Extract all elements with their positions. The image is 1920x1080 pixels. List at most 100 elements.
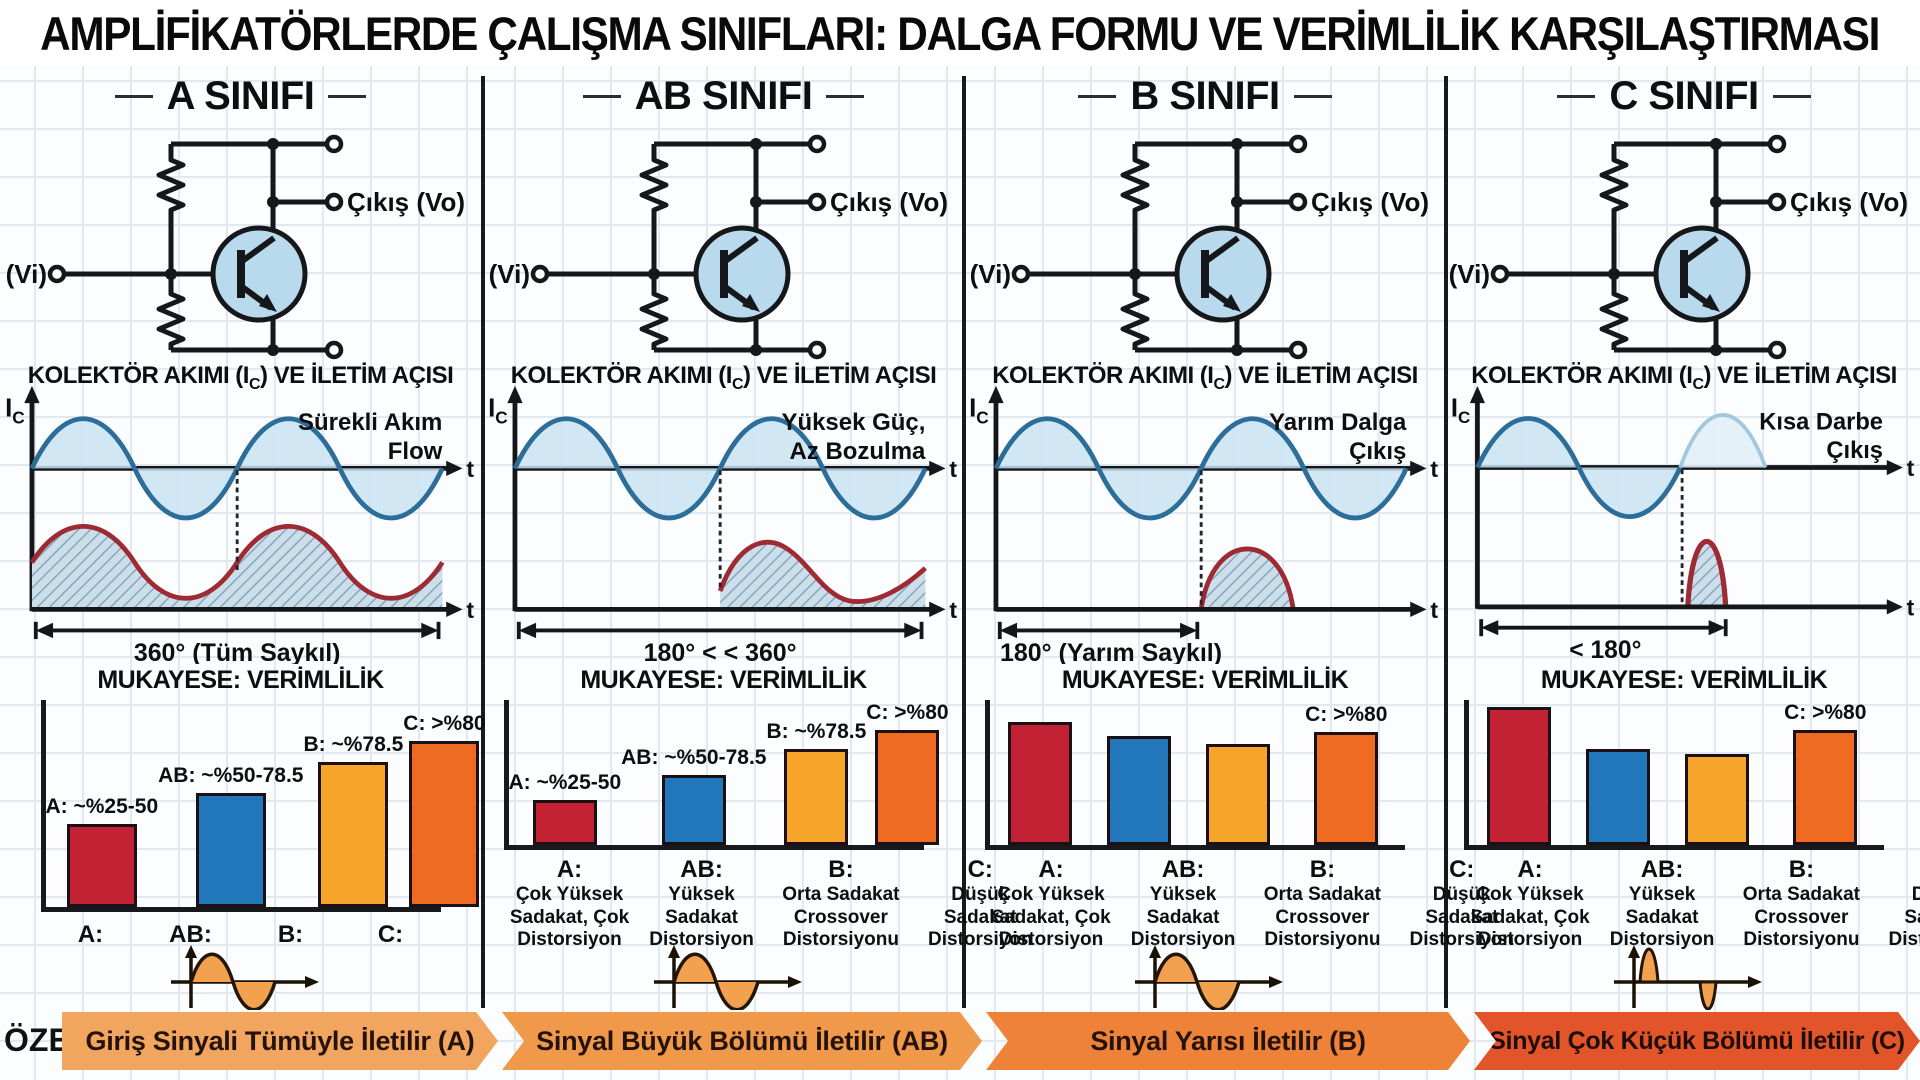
resistor bbox=[639, 274, 668, 350]
summary-arrow-class-a: Giriş Sinyali Tümüyle İletilir (A) bbox=[62, 1012, 498, 1070]
bar-class-b bbox=[1684, 700, 1749, 845]
bar-class-b bbox=[1205, 700, 1270, 845]
input-sine-faded-peak bbox=[1678, 413, 1768, 469]
output-label: Çıkış (Vo) bbox=[830, 187, 948, 217]
collector-current-fill bbox=[719, 542, 925, 610]
bar-class-ab bbox=[1106, 700, 1171, 845]
wave-annotation: Sürekli Akım bbox=[298, 409, 442, 436]
amplifier-circuit-diagram: Giriş (Vi) Çıkış (Vo) bbox=[1, 134, 465, 360]
x-label: A: Çok Yüksek Sadakat, Çok Distorsiyon bbox=[509, 856, 630, 951]
emitter-arrow bbox=[258, 294, 277, 312]
wave-annotation: Yüksek Güç, bbox=[781, 409, 925, 436]
x-label: B: Orta Sadakat Crossover Distorsiyonu bbox=[782, 856, 900, 951]
transistor-icon bbox=[693, 225, 790, 323]
full-sine-icon bbox=[653, 945, 802, 1010]
conduction-angle-label: 180° (Yarım Saykıl) bbox=[1000, 639, 1222, 664]
summary-band: Giriş Sinyali Tümüyle İletilir (A) Sinya… bbox=[62, 1012, 1920, 1070]
terminal bbox=[1767, 134, 1787, 154]
ic-axis-label: IC bbox=[488, 395, 508, 428]
collector-current-curve bbox=[717, 539, 927, 604]
summary-arrow-class-ab: Sinyal Büyük Bölümü İletilir (AB) bbox=[502, 1012, 982, 1070]
column-title: B SINIFI bbox=[966, 74, 1444, 119]
collector-current-curve bbox=[1198, 546, 1296, 610]
transistor-icon bbox=[1174, 225, 1272, 323]
x-label: A: bbox=[77, 921, 104, 948]
x-label: AB: Yüksek Sadakat Distorsiyon bbox=[1609, 856, 1715, 951]
conduction-angle-label: 180° < < 360° bbox=[643, 639, 796, 664]
waveform-section-title: KOLEKTÖR AKIMI (IC) VE İLETİM AÇISI bbox=[1471, 362, 1897, 393]
t-axis-label: t bbox=[949, 456, 957, 482]
collector-current-fill bbox=[1201, 548, 1294, 610]
efficiency-bar-chart: C: >%80 A: Çok Yüksek Sadakat, Çok Disto… bbox=[1464, 700, 1920, 952]
efficiency-bar-chart: C: >%80 A: Çok Yüksek Sadakat, Çok Disto… bbox=[985, 700, 1514, 952]
page-title: AMPLİFİKATÖRLERDE ÇALIŞMA SINIFLARI: DAL… bbox=[40, 6, 1881, 60]
column-divider bbox=[481, 76, 485, 1008]
terminal bbox=[1288, 340, 1308, 360]
bar-class-a: A: ~%25-50 bbox=[509, 700, 621, 845]
output-label: Çıkış (Vo) bbox=[347, 187, 465, 217]
terminal bbox=[1288, 134, 1308, 154]
resistor bbox=[1120, 274, 1150, 350]
column-class-c: C SINIFI Giriş (Vi) bbox=[1444, 70, 1920, 1080]
wave-annotation: Kısa Darbe bbox=[1759, 410, 1883, 436]
bar-class-a bbox=[1007, 700, 1072, 845]
resistor bbox=[156, 274, 185, 350]
efficiency-title: MUKAYESE: VERİMLİLİK bbox=[1540, 666, 1828, 694]
collector-current-curve bbox=[1685, 539, 1729, 607]
efficiency-bar-chart: A: ~%25-50 AB: ~%50-78.5 B: ~%78.5 C: >%… bbox=[40, 700, 486, 949]
transistor-icon bbox=[1653, 225, 1751, 323]
column-divider bbox=[1444, 76, 1448, 1008]
emitter-arrow bbox=[1223, 294, 1241, 312]
conduction-angle-label: 360° (Tüm Saykıl) bbox=[133, 639, 340, 664]
x-label: AB: Yüksek Sadakat Distorsiyon bbox=[649, 856, 754, 951]
terminal bbox=[1011, 264, 1031, 284]
terminal bbox=[530, 264, 549, 284]
ic-axis-label: IC bbox=[1451, 394, 1470, 427]
column-title: A SINIFI bbox=[0, 74, 481, 119]
waveform-section-title: KOLEKTÖR AKIMI (IC) VE İLETİM AÇISI bbox=[992, 362, 1418, 393]
terminal bbox=[807, 134, 826, 154]
wave-annotation: Çıkış bbox=[1826, 438, 1883, 464]
input-label: Giriş (Vi) bbox=[1, 259, 47, 289]
bar-class-ab: AB: ~%50-78.5 bbox=[621, 700, 766, 845]
full-sine-icon bbox=[170, 945, 319, 1010]
svg-text:t: t bbox=[466, 597, 474, 623]
x-label: C: Düşük Sadakat Distorsiyon bbox=[928, 856, 1033, 951]
emitter-arrow bbox=[1702, 294, 1720, 312]
bar-class-a bbox=[1486, 700, 1551, 845]
conduction-angle-label: < 180° bbox=[1569, 637, 1641, 661]
summary-arrow-class-c: Sinyal Çok Küçük Bölümü İletilir (C) bbox=[1474, 1012, 1920, 1070]
collector-current-curve bbox=[29, 524, 444, 601]
input-label: Giriş (Vi) bbox=[1444, 259, 1490, 289]
x-label: B: Orta Sadakat Crossover Distorsiyonu bbox=[1263, 856, 1382, 951]
waveform-section-title: KOLEKTÖR AKIMI (IC) VE İLETİM AÇISI bbox=[27, 362, 454, 393]
column-title: AB SINIFI bbox=[485, 74, 962, 119]
pulse-icon bbox=[1614, 945, 1762, 1010]
input-sine-wave bbox=[512, 416, 928, 521]
efficiency-bar-chart: A: ~%25-50 AB: ~%50-78.5 B: ~%78.5 C: >%… bbox=[503, 700, 1033, 952]
resistor bbox=[639, 144, 668, 274]
x-label: AB: Yüksek Sadakat Distorsiyon bbox=[1130, 856, 1236, 951]
full-sine-icon bbox=[1135, 945, 1283, 1010]
waveform-chart-class-c: IC t t Kısa Darbe Çıkış < 180° bbox=[1451, 386, 1915, 661]
output-label: Çıkış (Vo) bbox=[1311, 187, 1429, 217]
bar-class-ab bbox=[1585, 700, 1650, 845]
summary-arrow-class-b: Sinyal Yarısı İletilir (B) bbox=[986, 1012, 1470, 1070]
bar-class-c: C: >%80 bbox=[1784, 700, 1866, 845]
x-label: C: Düşük Sadakat Distorsiyon bbox=[1409, 856, 1515, 951]
x-label: B: bbox=[277, 921, 304, 948]
x-label: B: Orta Sadakat Crossover Distorsiyonu bbox=[1742, 856, 1861, 951]
column-title: C SINIFI bbox=[1448, 74, 1920, 119]
column-class-a: A SINIFI Giriş (Vi) bbox=[0, 70, 486, 1080]
terminal bbox=[324, 134, 343, 154]
wave-annotation: Flow bbox=[387, 438, 442, 465]
terminal bbox=[324, 192, 343, 212]
bar-class-b: B: ~%78.5 bbox=[303, 700, 403, 907]
efficiency-title: MUKAYESE: VERİMLİLİK bbox=[580, 666, 867, 694]
x-label: C: bbox=[377, 921, 404, 948]
x-label: AB: bbox=[169, 921, 212, 948]
bar-class-a: A: ~%25-50 bbox=[46, 700, 158, 907]
resistor bbox=[1599, 274, 1629, 350]
terminal bbox=[324, 340, 343, 360]
